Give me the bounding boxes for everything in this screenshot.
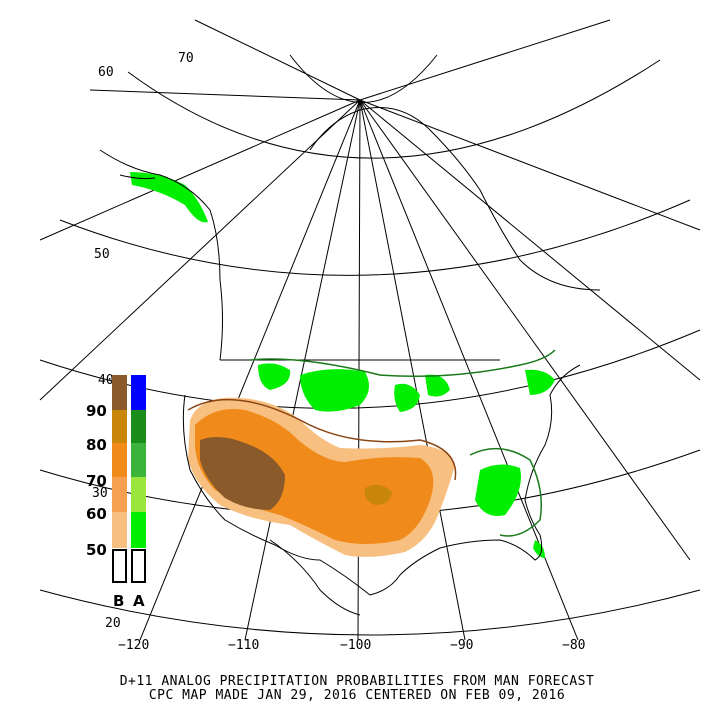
above-contour-southeast — [469, 447, 542, 537]
meridian-130 — [39, 99, 361, 401]
meridian-110 — [244, 99, 361, 641]
above-region-montana — [258, 363, 291, 390]
above-normal-area — [130, 172, 555, 558]
lon-label-80: −80 — [562, 638, 585, 653]
alaska-coast — [119, 174, 156, 180]
legend-below-swatch-60 — [112, 477, 127, 512]
legend-level-60: 60 — [86, 505, 107, 523]
lon-label-90: −90 — [450, 638, 473, 653]
meridian-70 — [359, 99, 691, 561]
us-coastline — [182, 364, 581, 596]
lat-arc-20 — [39, 589, 701, 636]
below-70-region — [195, 409, 434, 544]
longitude-grid — [39, 19, 701, 641]
legend-below-swatch-80 — [112, 410, 127, 443]
above-region-minnesota — [394, 383, 420, 412]
mexico-border — [269, 539, 361, 616]
legend-below-column — [112, 375, 127, 583]
meridian-140 — [39, 99, 361, 241]
contours — [187, 349, 556, 537]
latitude-labels: 70 60 50 40 30 20 — [92, 51, 194, 631]
above-region-great-lakes — [425, 374, 450, 397]
legend-below-swatch-50 — [112, 512, 127, 548]
legend-above-swatch-70 — [131, 443, 146, 477]
lat-label-30: 30 — [92, 486, 108, 501]
above-region-dakotas — [300, 369, 369, 412]
legend-above-swatch-empty — [131, 549, 146, 583]
caption-line-2: CPC MAP MADE JAN 29, 2016 CENTERED ON FE… — [149, 688, 565, 703]
above-region-northeast — [525, 369, 555, 395]
lon-label-120: −120 — [118, 638, 149, 653]
lon-label-100: −100 — [340, 638, 371, 653]
legend-level-90: 90 — [86, 402, 107, 420]
below-contour — [187, 398, 457, 481]
lat-label-60: 60 — [98, 65, 114, 80]
legend-above-swatch-80 — [131, 410, 146, 443]
meridian-50 — [359, 99, 701, 231]
legend-level-70: 70 — [86, 472, 107, 490]
legend-below-label: B — [113, 592, 124, 610]
above-region-florida — [533, 540, 545, 558]
meridian-80 — [359, 99, 579, 641]
legend: 90 80 70 60 50 B A — [86, 375, 146, 610]
lat-arc-70 — [289, 54, 438, 103]
meridian-30 — [359, 19, 611, 101]
legend-above-swatch-90 — [131, 375, 146, 410]
lon-label-110: −110 — [228, 638, 259, 653]
meridian-170 — [194, 19, 361, 101]
caption-line-1: D+11 ANALOG PRECIPITATION PROBABILITIES … — [120, 674, 595, 689]
lat-label-40: 40 — [98, 373, 114, 388]
legend-level-80: 80 — [86, 436, 107, 454]
above-region-southeast — [475, 464, 521, 516]
canada-arctic-coast — [309, 107, 601, 291]
lat-arc-50 — [59, 199, 691, 276]
lat-label-20: 20 — [105, 616, 121, 631]
meridian-150 — [89, 89, 361, 101]
legend-below-swatch-empty — [112, 549, 127, 583]
meridian-60 — [359, 99, 701, 381]
above-contour-north — [249, 349, 556, 377]
below-90-region — [200, 436, 285, 510]
coastlines — [99, 107, 601, 616]
longitude-labels: −120 −110 −100 −90 −80 — [118, 638, 585, 653]
above-region-alaska — [130, 172, 208, 223]
lat-label-50: 50 — [94, 247, 110, 262]
lat-arc-60 — [127, 59, 661, 159]
lat-label-70: 70 — [178, 51, 194, 66]
legend-above-label: A — [133, 592, 145, 610]
pacific-coast — [99, 149, 223, 361]
legend-above-swatch-60 — [131, 477, 146, 512]
legend-above-column — [131, 375, 146, 583]
below-normal-area — [188, 397, 455, 557]
below-80-region — [364, 484, 392, 505]
legend-below-swatch-90 — [112, 375, 127, 410]
legend-level-50: 50 — [86, 541, 107, 559]
meridian-120 — [139, 99, 361, 641]
legend-above-swatch-50 — [131, 512, 146, 548]
meridian-90 — [359, 99, 466, 641]
legend-below-swatch-70 — [112, 443, 127, 477]
